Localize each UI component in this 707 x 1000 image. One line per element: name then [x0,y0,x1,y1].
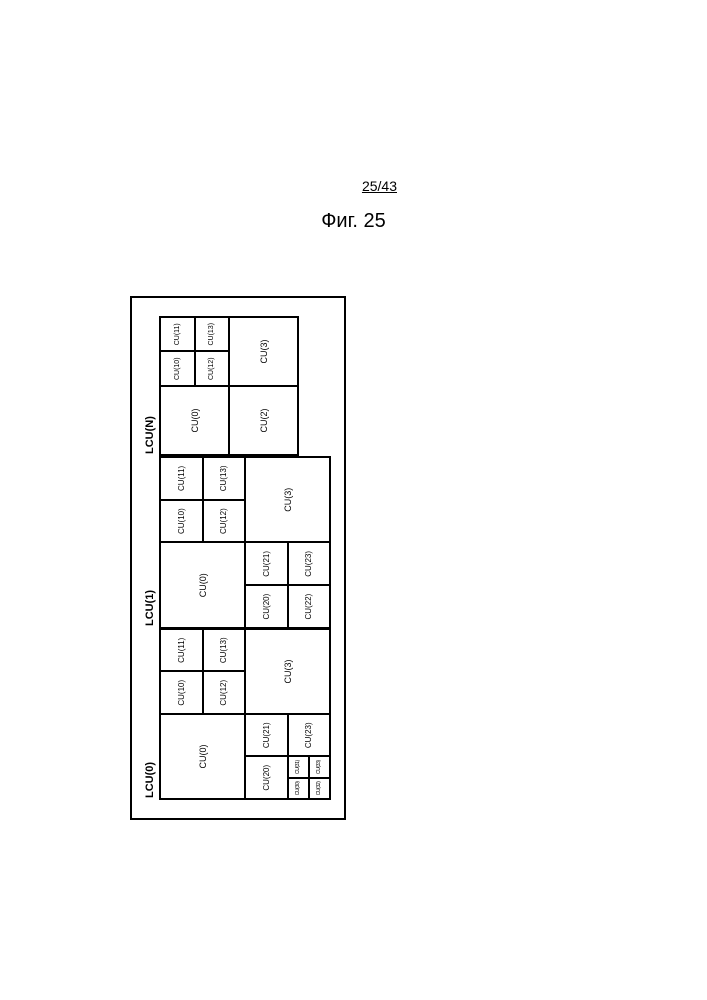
cu-label: CU(13) [219,465,228,491]
cu-label: CU(21) [262,551,271,577]
lcu-n-label: LCU(N) [144,316,156,454]
cu-label: CU(20) [262,765,271,791]
cu-label: CU(13) [219,637,228,663]
cu-label: CU(3) [283,660,293,684]
cu-label: CU(31) [295,760,301,774]
cu10: CU(10) [160,672,203,715]
lcu-1: CU(0) CU(10) CU(11) CU(12) CU(13) CU(20)… [159,456,331,628]
cu-label: CU(0) [198,745,208,769]
cu33: CU(33) [309,757,330,778]
cu12: CU(12) [203,672,246,715]
cu-label: CU(32) [316,782,322,796]
cu0: CU(0) [160,714,245,799]
cu30: CU(30) [288,778,309,799]
cu12: CU(12) [203,500,246,543]
cu-label: CU(23) [304,551,313,577]
cu-label: CU(0) [198,573,208,597]
figure-title: Фиг. 25 [0,210,707,233]
cu-label: CU(30) [295,782,301,796]
figure-frame: LCU(0) CU(0) CU(10) CU(11) CU(12) CU(13)… [130,296,346,820]
cu11: CU(11) [160,629,203,672]
page-number: 25/43 [362,178,397,194]
cu-label: CU(12) [219,508,228,534]
cu32: CU(32) [309,778,330,799]
cu-label: CU(23) [304,722,313,748]
cu-label: CU(0) [190,409,200,433]
cu23: CU(23) [288,543,331,586]
cu-label: CU(3) [259,340,269,364]
cu11: CU(11) [160,457,203,500]
cu23: CU(23) [288,714,331,757]
cu-label: CU(11) [177,466,186,491]
lcu-0-label: LCU(0) [144,628,156,798]
cu-label: CU(10) [177,508,186,534]
cu-label: CU(11) [174,323,181,345]
cu10: CU(10) [160,352,195,387]
cu-label: CU(2) [259,409,269,433]
cu0: CU(0) [160,386,229,455]
figure-25: LCU(0) CU(0) CU(10) CU(11) CU(12) CU(13)… [130,296,346,820]
cu-label: CU(3) [283,488,293,512]
page: 25/43 Фиг. 25 LCU(0) CU(0) CU(10) CU(11) [0,0,707,1000]
cu3: CU(3) [245,457,330,543]
cu-label: CU(13) [208,323,215,346]
cu-label: CU(12) [219,680,228,706]
lcu-row: LCU(0) CU(0) CU(10) CU(11) CU(12) CU(13)… [144,316,332,800]
cu3: CU(3) [245,629,330,714]
cu-label: CU(10) [174,357,181,380]
cu-label: CU(21) [262,722,271,748]
cu20: CU(20) [245,757,288,800]
cu13: CU(13) [203,629,246,672]
cu13: CU(13) [203,457,246,500]
cu13: CU(13) [195,317,230,352]
lcu-0: CU(0) CU(10) CU(11) CU(12) CU(13) CU(20)… [159,628,331,800]
cu3: CU(3) [229,317,298,386]
cu-label: CU(33) [316,760,322,774]
cu-label: CU(10) [177,680,186,706]
lcu-n: CU(0) CU(10) CU(11) CU(12) CU(13) CU(2) … [159,316,299,456]
cu21: CU(21) [245,543,288,586]
cu20: CU(20) [245,585,288,628]
cu-label: CU(12) [208,357,215,380]
cu0: CU(0) [160,543,245,629]
cu-label: CU(20) [262,594,271,620]
cu-label: CU(22) [304,594,313,620]
lcu-1-label: LCU(1) [144,456,156,626]
lcu-0-block: LCU(0) CU(0) CU(10) CU(11) CU(12) CU(13)… [144,628,331,800]
lcu-1-block: LCU(1) CU(0) CU(10) CU(11) CU(12) CU(13)… [144,456,331,628]
lcu-n-block: LCU(N) CU(0) CU(10) CU(11) CU(12) CU(13)… [144,316,299,456]
cu11: CU(11) [160,317,195,352]
cu31: CU(31) [288,757,309,778]
cu21: CU(21) [245,714,288,757]
cu12: CU(12) [195,352,230,387]
cu2: CU(2) [229,386,298,455]
cu22: CU(22) [288,585,331,628]
cu10: CU(10) [160,500,203,543]
cu-label: CU(11) [177,638,186,663]
